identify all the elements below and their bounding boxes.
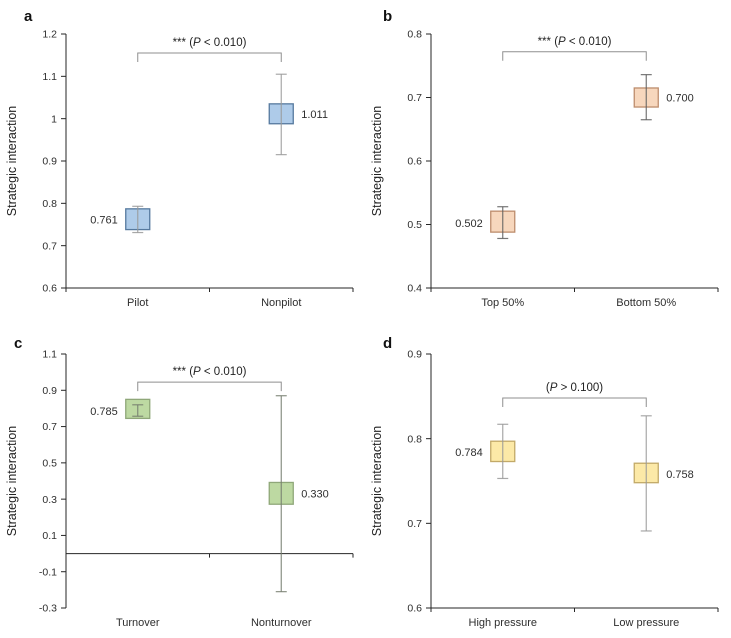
- y-tick-label: 0.5: [42, 458, 57, 470]
- significance-bracket: [137, 381, 282, 392]
- significance-prefix: *** (: [538, 36, 559, 48]
- mean-value-label: 0.700: [666, 92, 694, 104]
- x-category-label: High pressure: [469, 617, 537, 629]
- y-tick-label: 0.9: [42, 385, 57, 397]
- significance-prefix: *** (: [173, 366, 194, 378]
- mean-value-label: 0.758: [666, 469, 694, 481]
- significance-label: (P > 0.100): [546, 382, 603, 394]
- x-category-label: Nonpilot: [261, 297, 301, 309]
- x-category-label: Low pressure: [613, 617, 679, 629]
- significance-label: *** (P < 0.010): [538, 36, 612, 48]
- panel-b-box-chart: 0.4 0.5 0.6 0.7 0.8 Strategic interaction Top …: [370, 29, 719, 309]
- y-tick-label: 0.8: [407, 29, 422, 41]
- mean-value-label: 1.011: [301, 109, 328, 121]
- y-tick-label: 1: [51, 113, 57, 125]
- significance-label: *** (P < 0.010): [173, 37, 247, 49]
- x-category-label: Nonturnover: [251, 617, 312, 629]
- significance-p: P: [550, 382, 558, 394]
- y-tick-label: -0.1: [39, 566, 57, 578]
- significance-p: P: [558, 36, 566, 48]
- panel-c-box-chart: -0.3 -0.1 0.1 0.3 0.5 0.7 0.9 1.1 Strategic inte…: [5, 349, 354, 629]
- significance-bracket: [502, 397, 647, 408]
- significance-suffix: > 0.100): [557, 382, 603, 394]
- significance-p: P: [193, 366, 201, 378]
- y-axis-label: Strategic interaction: [5, 106, 19, 217]
- mean-value-label: 0.785: [90, 406, 118, 418]
- y-tick-label: -0.3: [39, 603, 57, 615]
- x-category-label: Top 50%: [481, 297, 524, 309]
- y-tick-label: 0.5: [407, 219, 422, 231]
- y-tick-label: 0.9: [42, 156, 57, 168]
- y-tick-label: 0.7: [407, 92, 422, 104]
- x-category-label: Bottom 50%: [616, 297, 676, 309]
- panel-b-letter: b: [383, 8, 393, 25]
- panel-d-box-chart: 0.6 0.7 0.8 0.9 Strategic interaction High pr…: [370, 349, 719, 629]
- y-tick-label: 0.1: [42, 530, 57, 542]
- panel-c-letter: c: [14, 335, 23, 352]
- significance-prefix: *** (: [173, 37, 194, 49]
- x-category-label: Turnover: [116, 617, 160, 629]
- panel-d-letter: d: [383, 335, 393, 352]
- significance-p: P: [193, 37, 201, 49]
- y-tick-label: 0.7: [42, 421, 57, 433]
- panel-b: b 0.4 0.5 0.6 0.7 0.8 Strategic interaction To…: [365, 0, 731, 320]
- y-tick-label: 0.6: [407, 603, 422, 615]
- significance-suffix: < 0.010): [566, 36, 612, 48]
- y-tick-label: 0.8: [42, 198, 57, 210]
- mean-value-label: 0.330: [301, 489, 329, 501]
- y-tick-label: 1.2: [42, 29, 57, 41]
- y-tick-label: 0.6: [42, 283, 57, 295]
- y-tick-label: 0.6: [407, 156, 422, 168]
- panel-c: c -0.3 -0.1 0.1 0.3 0.5 0.7 0.9 1.1 Strategic in…: [0, 320, 366, 638]
- panel-a-letter: a: [24, 8, 33, 25]
- panel-a-box-chart: 0.6 0.7 0.8 0.9 1 1.1 1.2 Strategic interaction…: [5, 29, 354, 309]
- significance-bracket: [137, 52, 282, 63]
- y-tick-label: 0.8: [407, 433, 422, 445]
- y-tick-label: 0.7: [42, 240, 57, 252]
- y-axis-label: Strategic interaction: [5, 426, 19, 537]
- panel-a: a 0.6 0.7 0.8 0.9 1 1.1 1.2 Strategic interacti…: [0, 0, 366, 320]
- mean-value-label: 0.502: [455, 218, 483, 230]
- y-tick-label: 1.1: [42, 349, 57, 361]
- significance-label: *** (P < 0.010): [173, 366, 247, 378]
- significance-bracket: [502, 51, 647, 61]
- y-tick-label: 0.3: [42, 494, 57, 506]
- y-tick-label: 0.4: [407, 283, 422, 295]
- panel-d: d 0.6 0.7 0.8 0.9 Strategic interaction High …: [365, 320, 731, 638]
- y-axis-label: Strategic interaction: [370, 426, 384, 537]
- significance-suffix: < 0.010): [201, 37, 247, 49]
- mean-value-label: 0.784: [455, 447, 483, 459]
- y-axis-label: Strategic interaction: [370, 106, 384, 217]
- y-tick-label: 0.9: [407, 349, 422, 361]
- significance-suffix: < 0.010): [201, 366, 247, 378]
- x-category-label: Pilot: [127, 297, 148, 309]
- y-tick-label: 1.1: [42, 71, 57, 83]
- mean-value-label: 0.761: [90, 215, 118, 227]
- y-tick-label: 0.7: [407, 518, 422, 530]
- significance-prefix: (: [546, 382, 550, 394]
